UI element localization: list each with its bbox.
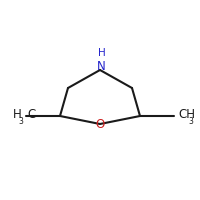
Text: C: C: [27, 108, 35, 121]
Text: H: H: [13, 108, 22, 121]
Text: H: H: [98, 48, 105, 58]
Text: N: N: [97, 60, 106, 73]
Text: O: O: [95, 118, 105, 131]
Text: CH: CH: [178, 108, 195, 121]
Text: 3: 3: [19, 116, 24, 126]
Text: 3: 3: [188, 116, 193, 126]
